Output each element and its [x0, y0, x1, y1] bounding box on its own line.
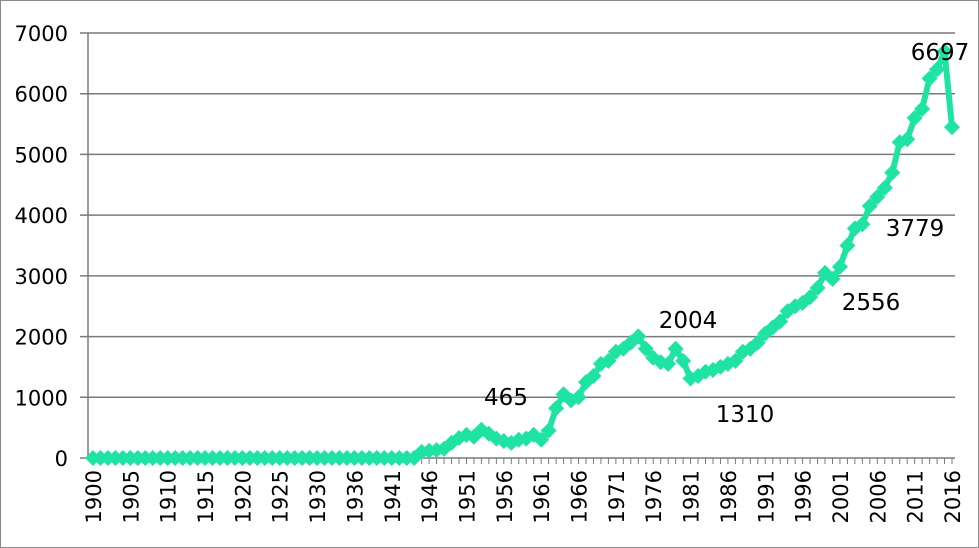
x-tick-label: 1925: [269, 470, 293, 523]
data-point-marker: [585, 368, 602, 385]
data-point-marker: [772, 313, 789, 330]
y-tick-label: 5000: [15, 143, 68, 167]
x-tick-label: 1920: [231, 470, 255, 523]
data-point-marker: [630, 328, 647, 345]
data-point-marker: [667, 340, 684, 357]
data-point-marker: [533, 431, 550, 448]
x-tick-label: 2001: [829, 470, 853, 523]
y-tick-label: 6000: [15, 83, 68, 107]
y-tick-label: 0: [55, 447, 68, 471]
data-label: 2004: [659, 308, 718, 334]
data-point-marker: [749, 334, 766, 351]
data-point-marker: [824, 270, 841, 287]
series: [85, 43, 960, 466]
x-tick-label: 1900: [82, 470, 106, 523]
y-tick-label: 7000: [15, 22, 68, 46]
data-point-marker: [831, 258, 848, 275]
x-tick-label: 1961: [530, 470, 554, 523]
data-label: 3779: [886, 216, 945, 242]
data-point-marker: [921, 70, 938, 87]
data-label: 465: [484, 385, 528, 411]
data-labels: 465 2004 1310 2556 3779 6697: [484, 40, 969, 428]
y-tick-label: 1000: [15, 386, 68, 410]
data-label: 2556: [842, 290, 901, 316]
data-point-marker: [869, 188, 886, 205]
x-tick-label: 1941: [381, 470, 405, 523]
y-tick-label: 4000: [15, 204, 68, 228]
x-tick-label: 1910: [157, 470, 181, 523]
data-label: 6697: [911, 40, 970, 66]
data-point-marker: [914, 100, 931, 117]
data-point-marker: [944, 119, 960, 136]
y-axis: 0 1000 2000 3000 4000 5000 6000 7000: [15, 22, 89, 471]
data-point-marker: [548, 400, 565, 417]
data-point-marker: [929, 61, 946, 78]
data-point-marker: [570, 389, 587, 406]
data-point-marker: [899, 131, 916, 148]
x-tick-label: 2016: [941, 470, 965, 523]
data-point-marker: [884, 164, 901, 181]
data-point-marker: [727, 352, 744, 369]
x-tick-label: 1966: [568, 470, 592, 523]
x-tick-label: 1930: [306, 470, 330, 523]
data-point-marker: [675, 352, 692, 369]
data-point-marker: [839, 237, 856, 254]
x-tick-label: 1915: [194, 470, 218, 523]
x-tick-label: 1951: [455, 470, 479, 523]
x-tick-label: 1991: [754, 470, 778, 523]
data-point-marker: [876, 179, 893, 196]
x-tick-label: 1981: [680, 470, 704, 523]
data-point-marker: [600, 352, 617, 369]
x-tick-label: 1996: [792, 470, 816, 523]
x-tick-label: 1946: [418, 470, 442, 523]
data-point-marker: [540, 422, 557, 439]
x-tick-label: 1956: [493, 470, 517, 523]
data-point-marker: [809, 280, 826, 296]
data-label: 1310: [716, 402, 775, 428]
data-point-marker: [906, 110, 923, 126]
x-tick-label: 1986: [717, 470, 741, 523]
data-point-marker: [854, 216, 871, 233]
x-tick-label: 1905: [119, 470, 143, 523]
data-point-marker: [861, 198, 878, 215]
data-point-marker: [936, 43, 953, 60]
x-tick-label: 1976: [642, 470, 666, 523]
x-axis: 1900 1905 1910 1915 1920 1925 1930 1936 1941 1946…: [82, 457, 965, 523]
x-tick-label: 2006: [866, 470, 890, 523]
data-point-marker: [637, 340, 654, 357]
data-point-marker: [660, 355, 677, 372]
gridlines: [80, 32, 955, 399]
y-tick-label: 3000: [15, 265, 68, 289]
x-tick-label: 1936: [343, 470, 367, 523]
x-tick-label: 1971: [605, 470, 629, 523]
y-tick-label: 2000: [15, 326, 68, 350]
x-tick-label: 2011: [904, 470, 928, 523]
data-point-marker: [802, 289, 819, 306]
